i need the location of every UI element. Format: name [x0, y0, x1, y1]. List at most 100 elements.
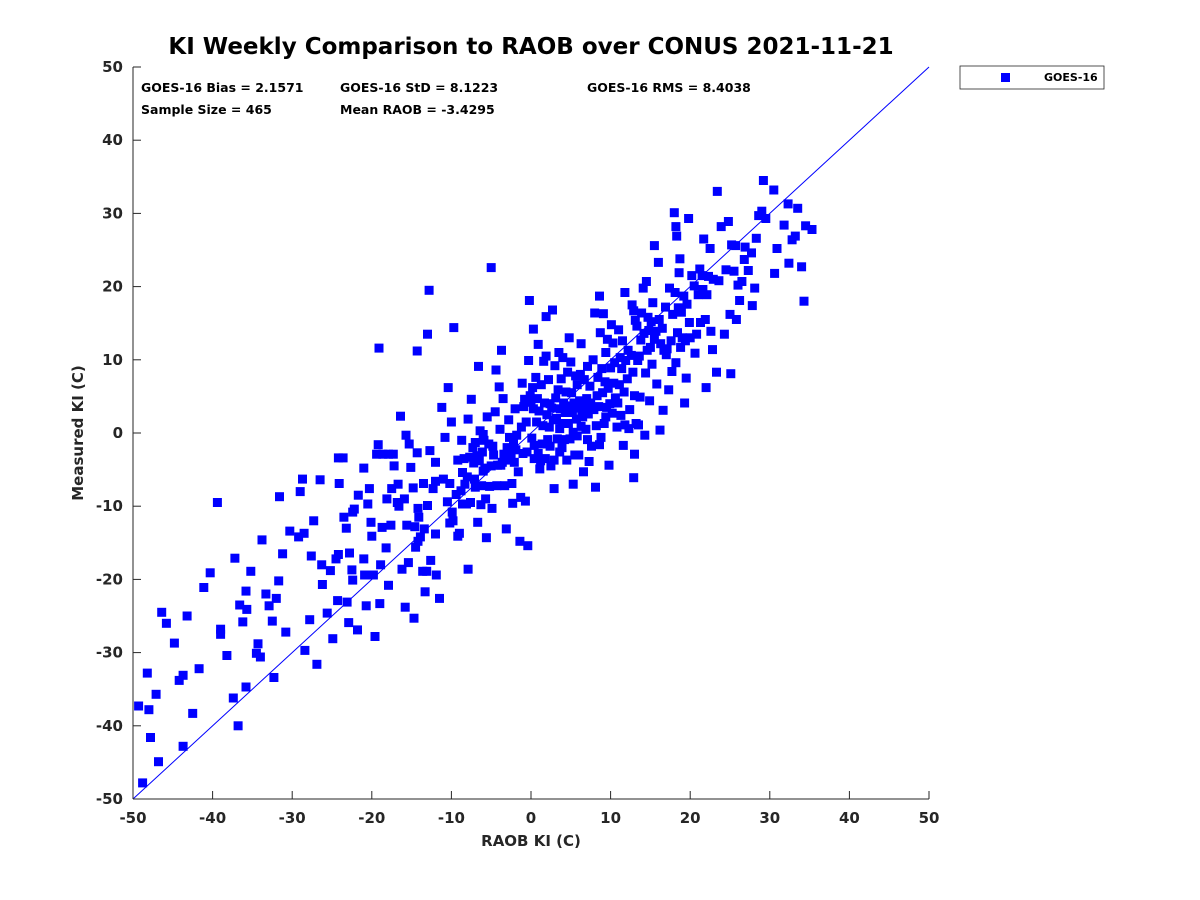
data-point [629, 306, 639, 316]
data-point [807, 225, 817, 234]
data-point [264, 601, 274, 611]
data-point [784, 258, 794, 268]
data-point [723, 217, 733, 226]
x-tick-label: -50 [119, 809, 146, 827]
x-tick-label: -10 [438, 809, 465, 827]
data-point [583, 435, 592, 445]
data-point [333, 596, 343, 606]
data-point [497, 345, 506, 355]
data-point [558, 353, 568, 363]
data-point [770, 268, 780, 278]
data-point [747, 301, 757, 311]
y-tick-label: 10 [102, 351, 123, 369]
data-point [457, 435, 467, 445]
data-point [567, 408, 577, 417]
data-point [721, 265, 731, 275]
data-point [520, 496, 530, 506]
data-point [634, 351, 644, 361]
data-point [607, 408, 617, 418]
data-point [542, 410, 552, 420]
data-point [479, 435, 489, 445]
data-point [384, 449, 393, 459]
data-point [516, 422, 526, 432]
data-point [536, 456, 546, 466]
data-point [656, 339, 666, 349]
data-point [579, 375, 589, 385]
data-point [606, 363, 616, 373]
data-point [548, 305, 557, 315]
data-point [681, 373, 691, 383]
data-point [271, 593, 281, 603]
data-point [408, 483, 418, 493]
data-point [519, 402, 529, 412]
data-point [689, 281, 699, 291]
data-point [712, 186, 722, 196]
data-point [494, 382, 504, 392]
data-point [555, 447, 565, 457]
data-point [576, 339, 586, 349]
data-point [528, 404, 538, 414]
data-point [622, 374, 632, 384]
data-point [415, 532, 425, 542]
data-point [451, 490, 461, 499]
stat-sample-size: Sample Size = 465 [141, 102, 272, 117]
data-point [587, 441, 596, 451]
data-point [412, 448, 422, 458]
data-point [725, 309, 735, 319]
data-point [317, 580, 327, 589]
data-point [261, 589, 271, 599]
data-point [632, 321, 642, 331]
data-point [637, 308, 647, 318]
data-point [228, 693, 238, 703]
data-point [552, 434, 562, 444]
data-point [295, 487, 305, 497]
data-point [474, 361, 483, 371]
data-point [673, 328, 682, 338]
data-point [510, 404, 520, 414]
data-point [359, 463, 369, 473]
data-point [585, 381, 595, 391]
data-point [583, 409, 593, 419]
data-point [446, 417, 456, 427]
y-axis-label: Measured KI (C) [69, 365, 87, 501]
data-point [396, 411, 405, 421]
data-point [393, 479, 403, 489]
data-point [410, 522, 420, 532]
data-point [491, 365, 501, 375]
data-point [534, 406, 544, 416]
data-point [595, 440, 604, 450]
data-point [641, 277, 651, 286]
data-point [443, 383, 453, 393]
data-point [222, 651, 232, 660]
data-point [490, 407, 500, 417]
data-point [428, 484, 438, 494]
data-point [470, 474, 479, 484]
data-point [169, 638, 179, 648]
data-point [537, 439, 547, 449]
data-point [649, 241, 659, 251]
data-point [568, 479, 578, 489]
data-point [482, 412, 492, 422]
data-point [575, 396, 585, 406]
data-point [700, 315, 710, 324]
data-point [790, 231, 800, 241]
data-point [623, 345, 633, 355]
data-point [423, 329, 432, 339]
data-point [702, 290, 712, 300]
data-point [520, 394, 530, 404]
data-point [233, 721, 243, 731]
data-point [526, 397, 536, 407]
data-point [174, 675, 184, 685]
data-point [571, 371, 581, 381]
data-point [334, 479, 344, 488]
data-point [595, 328, 605, 338]
y-tick-label: 20 [102, 278, 123, 296]
data-point [403, 558, 413, 568]
data-point [299, 528, 309, 538]
data-point [621, 356, 631, 365]
data-point [701, 383, 711, 393]
data-point [562, 455, 572, 465]
data-point [557, 419, 567, 428]
data-point [144, 705, 154, 715]
data-point [246, 566, 256, 576]
